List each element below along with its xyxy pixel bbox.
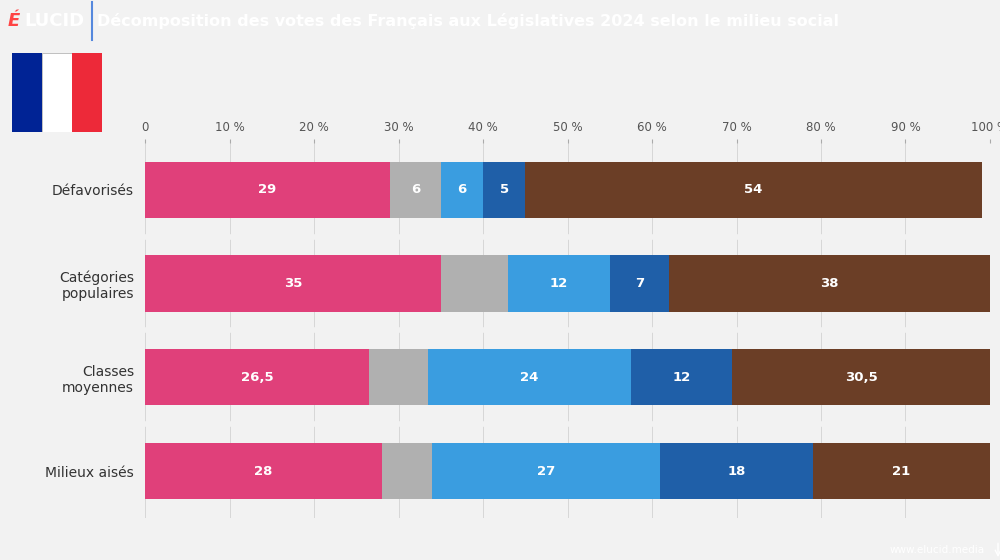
Bar [441,255,508,311]
Text: 27: 27 [537,465,556,478]
Text: LUCID: LUCID [24,12,84,30]
Text: 21: 21 [892,465,910,478]
Bar [631,349,732,405]
Text: 35: 35 [284,277,302,290]
Text: 6: 6 [457,183,466,196]
Text: 38: 38 [820,277,839,290]
Text: 7: 7 [635,277,644,290]
Bar [145,161,390,218]
Bar [813,443,990,500]
Bar [145,255,441,311]
Text: 5: 5 [500,183,509,196]
Text: 12: 12 [672,371,691,384]
Bar [508,255,610,311]
Text: Décomposition des votes des Français aux Législatives 2024 selon le milieu socia: Décomposition des votes des Français aux… [97,13,839,29]
Bar [428,349,631,405]
Bar [432,443,660,500]
Bar [390,161,441,218]
Bar [145,349,369,405]
Bar [369,349,428,405]
Bar [145,443,382,500]
Bar [732,349,990,405]
Bar [382,443,432,500]
Bar [610,255,669,311]
Text: 54: 54 [744,183,763,196]
Bar [441,161,483,218]
Bar [72,53,102,132]
Text: 12: 12 [550,277,568,290]
Bar [669,255,990,311]
Bar [660,443,813,500]
Text: www.elucid.media: www.elucid.media [890,545,985,555]
Text: 30,5: 30,5 [845,371,878,384]
Text: 24: 24 [520,371,539,384]
Text: 18: 18 [727,465,746,478]
Text: 26,5: 26,5 [241,371,273,384]
Bar [42,53,72,132]
Text: É: É [8,12,20,30]
Bar [525,161,982,218]
Bar [483,161,525,218]
Bar [12,53,42,132]
Text: 6: 6 [411,183,420,196]
Text: 29: 29 [258,183,277,196]
Text: 28: 28 [254,465,272,478]
